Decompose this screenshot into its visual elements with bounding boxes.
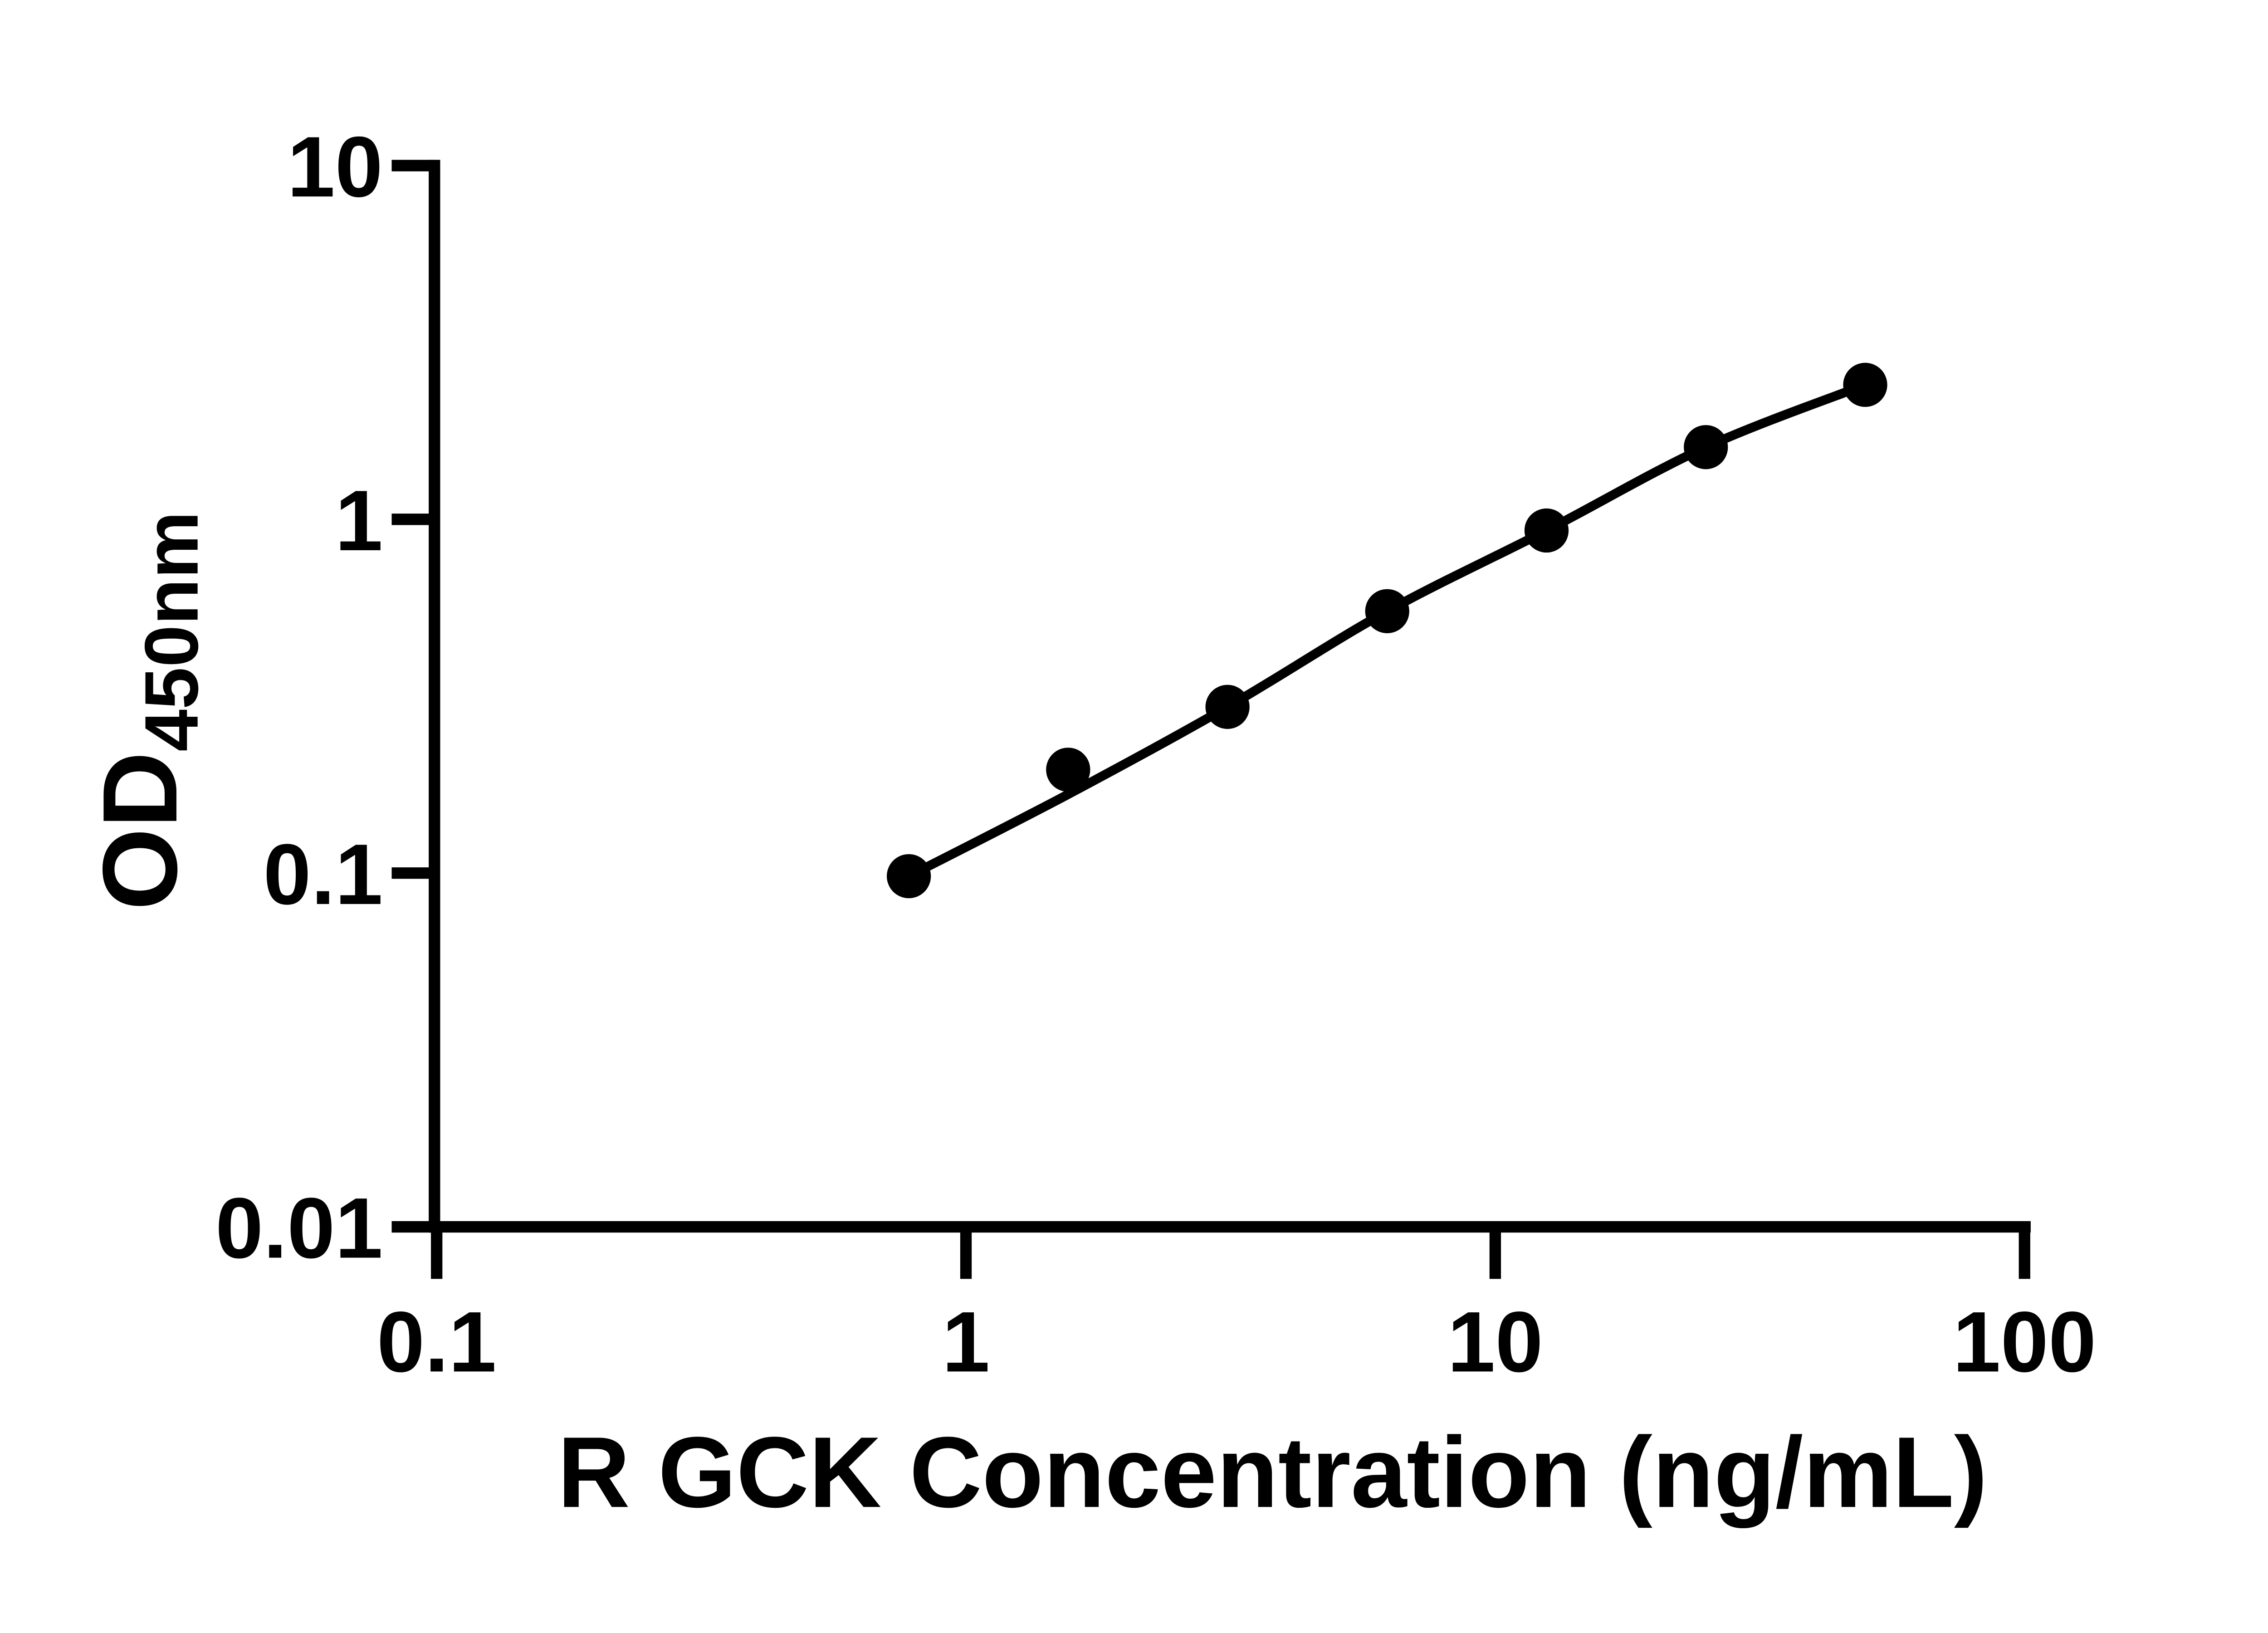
data-point bbox=[1843, 362, 1887, 407]
x-tick-label: 0.1 bbox=[377, 1294, 497, 1390]
y-axis-tick-labels: 10 1 0.1 0.01 bbox=[215, 119, 383, 1276]
x-axis-ticks bbox=[431, 1227, 2030, 1279]
data-point bbox=[1205, 684, 1250, 729]
x-axis-tick-labels: 0.1 1 10 100 bbox=[377, 1294, 2097, 1390]
x-tick-label: 10 bbox=[1447, 1294, 1543, 1390]
data-point bbox=[886, 854, 931, 898]
y-axis-title-main: OD bbox=[81, 752, 199, 910]
data-point bbox=[1684, 425, 1728, 469]
x-tick-label: 1 bbox=[942, 1294, 990, 1390]
x-tick-label: 100 bbox=[1953, 1294, 2096, 1390]
y-axis-title: OD450nm bbox=[81, 511, 214, 910]
y-tick-label: 0.01 bbox=[215, 1180, 383, 1276]
y-tick-label: 1 bbox=[335, 473, 383, 569]
data-point-series bbox=[886, 362, 1887, 898]
data-point bbox=[1524, 508, 1569, 552]
data-point bbox=[1046, 747, 1090, 792]
y-tick-label: 10 bbox=[287, 119, 383, 215]
y-axis-ticks bbox=[391, 160, 435, 1232]
y-tick-label: 0.1 bbox=[263, 826, 383, 923]
data-point bbox=[1365, 589, 1409, 633]
x-axis-title: R GCK Concentration (ng/mL) bbox=[557, 1416, 1988, 1528]
y-axis-title-subscript: 450nm bbox=[130, 511, 214, 752]
standard-curve-plot: 10 1 0.1 0.01 0.1 1 10 100 R GCK Concentration… bbox=[0, 22, 2268, 1611]
